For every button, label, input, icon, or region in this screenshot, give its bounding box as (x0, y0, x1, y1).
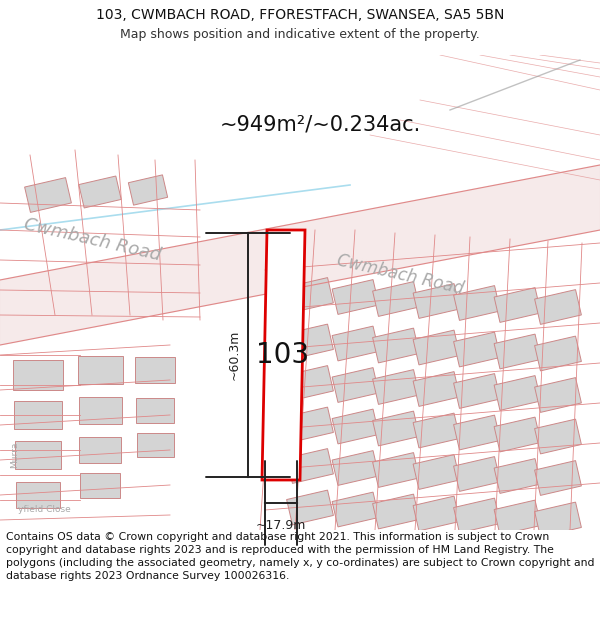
Bar (373, 369, 419, 404)
Bar (25, 177, 71, 212)
Bar (454, 415, 500, 450)
Bar (413, 454, 460, 489)
Bar (287, 278, 334, 312)
Bar (332, 326, 379, 361)
Bar (287, 366, 334, 401)
Bar (80, 472, 120, 498)
Bar (454, 498, 500, 533)
Bar (454, 457, 500, 491)
Bar (535, 502, 581, 537)
Text: Map shows position and indicative extent of the property.: Map shows position and indicative extent… (120, 28, 480, 41)
Polygon shape (0, 165, 600, 345)
Bar (413, 413, 460, 448)
Bar (535, 461, 581, 496)
Bar (413, 284, 460, 318)
Bar (494, 500, 541, 535)
Text: ~949m²/~0.234ac.: ~949m²/~0.234ac. (220, 115, 421, 135)
Text: ~60.3m: ~60.3m (227, 330, 241, 380)
Bar (332, 451, 379, 486)
Bar (287, 490, 334, 525)
Bar (332, 409, 379, 444)
Text: ~17.9m: ~17.9m (256, 519, 306, 532)
Bar (79, 437, 121, 463)
Bar (79, 176, 121, 208)
Bar (79, 396, 121, 424)
Bar (128, 175, 167, 205)
Bar (413, 372, 460, 406)
Bar (332, 279, 379, 314)
Text: Cwmbach Road: Cwmbach Road (335, 252, 465, 298)
Bar (135, 357, 175, 383)
Bar (14, 401, 62, 429)
Bar (454, 374, 500, 408)
Bar (373, 452, 419, 488)
Polygon shape (262, 230, 305, 480)
Bar (494, 417, 541, 452)
Bar (287, 324, 334, 359)
Text: Contains OS data © Crown copyright and database right 2021. This information is : Contains OS data © Crown copyright and d… (6, 532, 595, 581)
Bar (535, 289, 581, 324)
Bar (77, 356, 122, 384)
Bar (373, 282, 419, 316)
Bar (137, 433, 173, 457)
Bar (13, 360, 63, 390)
Bar (287, 407, 334, 442)
Bar (373, 494, 419, 529)
Bar (494, 376, 541, 411)
Bar (332, 368, 379, 402)
Bar (287, 449, 334, 483)
Bar (15, 441, 61, 469)
Bar (136, 398, 174, 422)
Bar (413, 496, 460, 531)
Bar (16, 482, 60, 508)
Bar (332, 492, 379, 527)
Bar (454, 286, 500, 321)
Bar (454, 332, 500, 367)
Bar (494, 459, 541, 493)
Text: 103, CWMBACH ROAD, FFORESTFACH, SWANSEA, SA5 5BN: 103, CWMBACH ROAD, FFORESTFACH, SWANSEA,… (96, 8, 504, 22)
Bar (535, 336, 581, 371)
Bar (535, 378, 581, 412)
Text: Cwmbach Road: Cwmbach Road (22, 216, 162, 264)
Text: Murra: Murra (10, 442, 19, 468)
Bar (494, 334, 541, 369)
Bar (494, 288, 541, 322)
Bar (373, 411, 419, 446)
Bar (535, 419, 581, 454)
Text: yfield Close: yfield Close (18, 506, 71, 514)
Bar (373, 328, 419, 363)
Bar (413, 330, 460, 365)
Text: 103: 103 (256, 341, 310, 369)
